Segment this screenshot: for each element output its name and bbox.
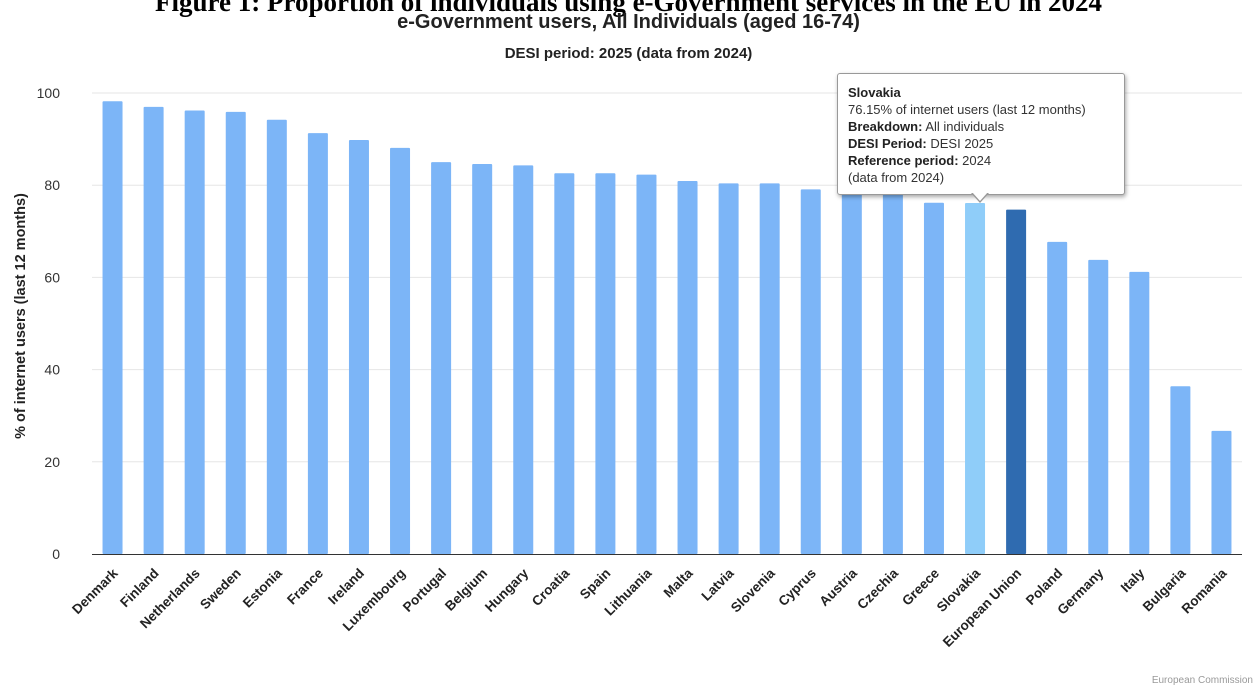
bar-netherlands[interactable] xyxy=(184,110,205,554)
bar-lithuania[interactable] xyxy=(636,174,657,555)
x-tick-label: Hungary xyxy=(482,565,532,615)
bar-malta[interactable] xyxy=(677,181,698,554)
bar-france[interactable] xyxy=(307,133,328,554)
x-tick-label: Romania xyxy=(1179,565,1230,616)
x-tick-label: Italy xyxy=(1118,565,1148,595)
x-tick-label: Portugal xyxy=(400,566,449,615)
bar-croatia[interactable] xyxy=(554,173,575,555)
bar-hungary[interactable] xyxy=(513,165,534,554)
y-tick-label: 40 xyxy=(44,362,60,378)
x-tick-label: European Union xyxy=(940,566,1024,650)
x-tick-label: Denmark xyxy=(69,565,121,617)
bar-european-union[interactable] xyxy=(1006,209,1027,554)
tooltip-desi-value: DESI 2025 xyxy=(930,136,994,151)
x-tick-label: Slovenia xyxy=(728,565,778,615)
chart-title: e-Government users, All Individuals (age… xyxy=(397,11,860,33)
x-tick-label: Austria xyxy=(816,565,860,609)
bar-romania[interactable] xyxy=(1211,430,1232,554)
tooltip-breakdown-label: Breakdown: xyxy=(848,119,923,134)
bar-luxembourg[interactable] xyxy=(390,147,411,554)
figure-title: Figure 1: Proportion of individuals usin… xyxy=(154,0,1103,17)
x-tick-label: Malta xyxy=(661,565,696,600)
bar-cyprus[interactable] xyxy=(800,189,821,554)
tooltip-desi-label: DESI Period: xyxy=(848,136,927,151)
bar-italy[interactable] xyxy=(1129,271,1150,554)
bar-greece[interactable] xyxy=(923,202,944,554)
y-axis-ticks: 0 20 40 60 80 100 xyxy=(37,85,61,562)
bar-bulgaria[interactable] xyxy=(1170,386,1191,554)
bar-austria[interactable] xyxy=(841,191,862,555)
bar-spain[interactable] xyxy=(595,173,616,555)
bar-estonia[interactable] xyxy=(266,119,287,554)
tooltip-reference-value: 2024 xyxy=(962,153,992,168)
bar-poland[interactable] xyxy=(1047,241,1068,554)
bar-ireland[interactable] xyxy=(348,140,369,554)
x-tick-label: Czechia xyxy=(854,565,901,612)
y-tick-label: 0 xyxy=(52,546,60,562)
credit-text: European Commission xyxy=(1151,675,1253,686)
bars xyxy=(102,101,1232,555)
tooltip-country: Slovakia xyxy=(848,85,901,100)
tooltip-reference-label: Reference period: xyxy=(848,153,959,168)
x-tick-label: Croatia xyxy=(529,565,573,609)
chart-subtitle: DESI period: 2025 (data from 2024) xyxy=(504,45,753,62)
x-tick-label: Sweden xyxy=(197,566,244,613)
bar-slovenia[interactable] xyxy=(759,183,780,554)
bar-sweden[interactable] xyxy=(225,111,246,554)
tooltip-value: 76.15% of internet users (last 12 months… xyxy=(848,102,1086,117)
y-tick-label: 80 xyxy=(44,177,60,193)
x-tick-label: Germany xyxy=(1054,565,1106,617)
y-tick-label: 60 xyxy=(44,269,60,285)
x-tick-label: Estonia xyxy=(240,565,285,610)
x-tick-label: France xyxy=(284,565,326,607)
data-tooltip: Slovakia 76.15% of internet users (last … xyxy=(837,73,1125,195)
bar-belgium[interactable] xyxy=(472,163,493,554)
x-tick-label: Cyprus xyxy=(775,566,818,609)
y-tick-label: 20 xyxy=(44,454,60,470)
bar-slovakia[interactable] xyxy=(965,202,986,555)
y-tick-label: 100 xyxy=(37,85,61,101)
tooltip-pointer-fill xyxy=(972,192,988,201)
x-tick-label: Spain xyxy=(577,566,614,603)
bar-germany[interactable] xyxy=(1088,259,1109,554)
x-tick-label: Latvia xyxy=(699,565,738,604)
bar-portugal[interactable] xyxy=(431,162,452,554)
bar-czechia[interactable] xyxy=(882,192,903,555)
tooltip-breakdown-value: All individuals xyxy=(925,119,1005,134)
tooltip-data-note: (data from 2024) xyxy=(848,170,945,185)
bar-denmark[interactable] xyxy=(102,101,123,554)
bar-latvia[interactable] xyxy=(718,183,739,554)
bar-finland[interactable] xyxy=(143,106,164,554)
